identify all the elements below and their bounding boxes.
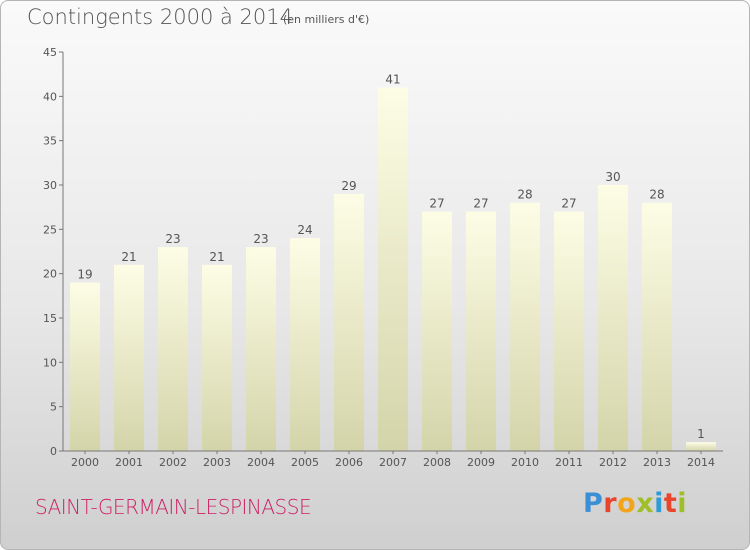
logo-letter: i	[677, 488, 688, 519]
x-tick-label: 2012	[599, 456, 627, 469]
proxiti-logo[interactable]: Proxiti	[583, 488, 687, 519]
y-tick-label: 30	[43, 179, 57, 192]
bars: 19 21 23 21 23 24 29 41 27 27 28 27 30 28 1	[70, 72, 716, 451]
logo-letter: i	[654, 488, 664, 519]
bar-2006	[334, 193, 364, 451]
x-tick-label: 2009	[467, 456, 495, 469]
bar-value-label: 28	[649, 188, 664, 202]
bar-2014	[686, 442, 716, 451]
bar-value-label: 28	[517, 188, 532, 202]
x-tick-label: 2010	[511, 456, 539, 469]
x-tick-label: 2004	[247, 456, 275, 469]
bar-value-label: 24	[297, 223, 312, 237]
y-tick-label: 15	[43, 312, 57, 325]
bar-2008	[422, 211, 452, 451]
bar-value-label: 23	[253, 232, 268, 246]
bar-value-label: 21	[209, 250, 224, 264]
bar-value-label: 19	[77, 268, 92, 282]
y-tick-label: 35	[43, 135, 57, 148]
y-tick-label: 0	[50, 445, 57, 458]
bar-2003	[202, 264, 232, 451]
bar-2013	[642, 202, 672, 451]
y-tick-label: 10	[43, 356, 57, 369]
y-tick-label: 20	[43, 268, 57, 281]
logo-letter: t	[663, 488, 678, 519]
bar-2005	[290, 238, 320, 451]
bar-2009	[466, 211, 496, 451]
logo-letter: x	[636, 488, 655, 519]
x-tick-label: 2006	[335, 456, 363, 469]
x-tick-label: 2013	[643, 456, 671, 469]
x-axis: 2000 2001 2002 2003 2004 2005 2006 2007 2008 2009…	[63, 450, 723, 469]
x-tick-label: 2003	[203, 456, 231, 469]
bar-2002	[158, 247, 188, 451]
x-tick-label: 2005	[291, 456, 319, 469]
bar-value-label: 30	[605, 170, 620, 184]
commune-name: SAINT-GERMAIN-LESPINASSE	[35, 495, 312, 519]
chart-subtitle: (en milliers d'€)	[283, 13, 370, 26]
bar-value-label: 27	[561, 197, 576, 211]
bar-value-label: 21	[121, 250, 136, 264]
y-tick-label: 25	[43, 223, 57, 236]
bar-2004	[246, 247, 276, 451]
bar-value-label: 27	[429, 197, 444, 211]
logo-letter: r	[603, 488, 618, 519]
x-tick-label: 2008	[423, 456, 451, 469]
bar-value-label: 1	[697, 427, 705, 441]
x-tick-label: 2002	[159, 456, 187, 469]
bar-value-label: 41	[385, 72, 400, 86]
x-tick-label: 2000	[71, 456, 99, 469]
x-tick-label: 2007	[379, 456, 407, 469]
logo-letter: o	[617, 488, 637, 519]
bar-2001	[114, 264, 144, 451]
bar-2012	[598, 185, 628, 451]
bar-value-label: 29	[341, 179, 356, 193]
y-tick-label: 40	[43, 90, 57, 103]
y-axis: 0 5 10 15 20 25 30 35 40 45	[43, 46, 64, 458]
x-tick-label: 2014	[687, 456, 715, 469]
x-tick-label: 2011	[555, 456, 583, 469]
y-tick-label: 45	[43, 46, 57, 59]
x-tick-label: 2001	[115, 456, 143, 469]
bar-2007	[378, 87, 408, 451]
bar-value-label: 27	[473, 197, 488, 211]
bar-2011	[554, 211, 584, 451]
bar-value-label: 23	[165, 232, 180, 246]
y-tick-label: 5	[50, 401, 57, 414]
chart-title: Contingents 2000 à 2014	[27, 5, 293, 29]
bar-2010	[510, 202, 540, 451]
bar-2000	[70, 282, 100, 451]
logo-letter: P	[583, 488, 604, 519]
